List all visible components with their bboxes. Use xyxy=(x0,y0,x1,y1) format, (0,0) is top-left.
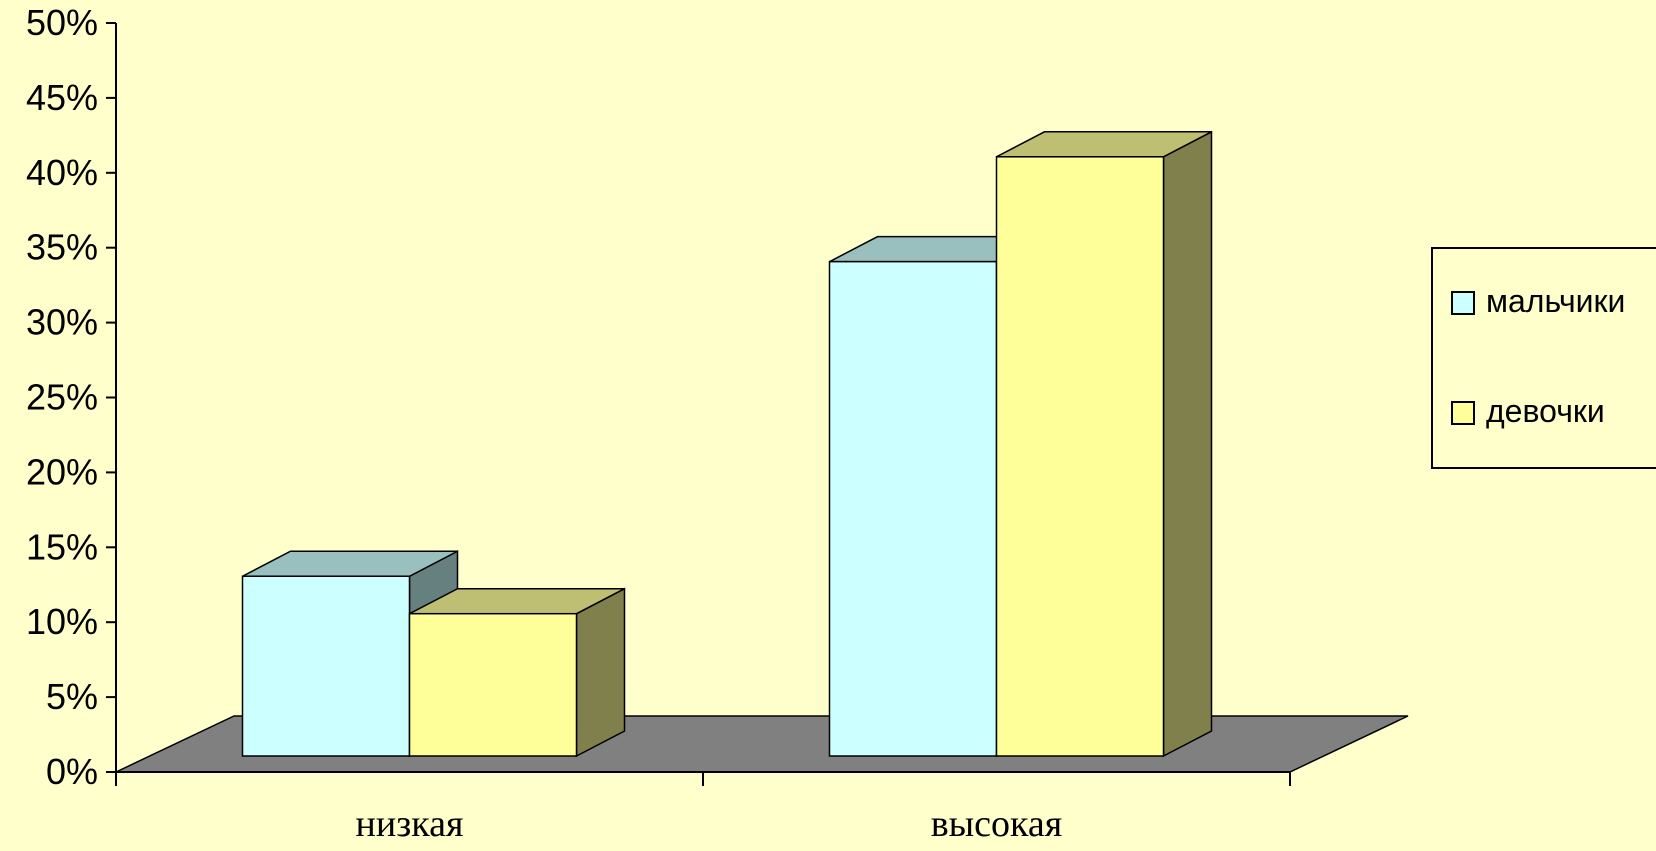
legend-swatch xyxy=(1451,291,1475,315)
bar-front-face xyxy=(828,260,998,757)
y-tick-label: 20% xyxy=(26,451,98,492)
y-tick-label: 5% xyxy=(46,676,98,717)
y-tick-label: 50% xyxy=(26,2,98,43)
legend-item: мальчики xyxy=(1451,283,1625,319)
legend-box xyxy=(1431,247,1656,469)
bar-side-face xyxy=(575,587,626,758)
legend: мальчики девочки xyxy=(1431,247,1656,469)
chart-axis-layer: 0% 5% 10% 15% 20% 25% 30% 35% 40% 45% 50% низкая выс… xyxy=(26,2,1291,845)
y-tick-label: 45% xyxy=(26,77,98,118)
y-tick-label: 15% xyxy=(26,526,98,567)
bar-front-face xyxy=(408,612,578,757)
y-tick-label: 30% xyxy=(26,302,98,343)
y-tick-label: 10% xyxy=(26,601,98,642)
legend-item: девочки xyxy=(1451,393,1605,429)
y-tick-label: 40% xyxy=(26,152,98,193)
chart-bars-layer xyxy=(241,130,1213,758)
legend-label: мальчики xyxy=(1486,283,1625,319)
bar xyxy=(995,130,1213,758)
x-category-label: низкая xyxy=(356,803,464,845)
x-category-label: высокая xyxy=(931,803,1063,845)
legend-swatch xyxy=(1451,401,1475,425)
legend-label: девочки xyxy=(1486,393,1605,429)
bar xyxy=(408,587,626,758)
y-tick-label: 35% xyxy=(26,227,98,268)
bar-front-face xyxy=(995,156,1165,757)
bar-front-face xyxy=(241,575,411,757)
y-tick-label: 0% xyxy=(46,751,98,792)
y-tick-label: 25% xyxy=(26,377,98,418)
bar-side-face xyxy=(1162,130,1213,758)
